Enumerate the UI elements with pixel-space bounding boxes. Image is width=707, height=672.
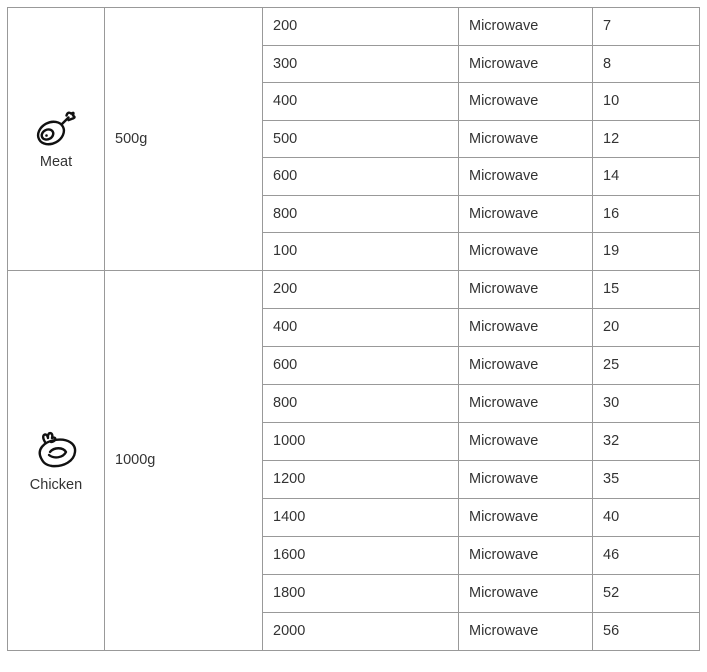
time-cell: 30	[592, 383, 700, 423]
mode-cell: Microwave	[458, 459, 593, 499]
mode-cell: Microwave	[458, 307, 593, 347]
time-cell: 35	[592, 459, 700, 499]
time-cell: 15	[592, 269, 700, 309]
table-row: Chicken 1000g 200 Microwave 15	[7, 269, 700, 651]
time-cell: 8	[592, 44, 700, 83]
time-cell: 46	[592, 535, 700, 575]
mode-cell: Microwave	[458, 421, 593, 461]
time-cell: 40	[592, 497, 700, 537]
power-cell: 800	[262, 194, 459, 233]
power-cell: 300	[262, 44, 459, 83]
table-row: 1800 Microwave 52	[8, 573, 700, 613]
power-cell: 1000	[262, 421, 459, 461]
mode-cell: Microwave	[458, 383, 593, 423]
power-cell: 800	[262, 383, 459, 423]
mode-cell: Microwave	[458, 232, 593, 271]
mode-cell: Microwave	[458, 269, 593, 309]
table-row: 400 Microwave 10	[8, 82, 700, 121]
category-label-meat: Meat	[39, 154, 73, 171]
weight-cell-chicken: 1000g	[104, 269, 263, 651]
mode-cell: Microwave	[458, 345, 593, 385]
table-row: 500 Microwave 12	[8, 119, 700, 158]
cooking-table: Meat 500g 200 Microwave 7 300 Microwave …	[7, 7, 700, 651]
time-cell: 20	[592, 307, 700, 347]
power-cell: 2000	[262, 611, 459, 651]
mode-cell: Microwave	[458, 7, 593, 46]
meat-section: Meat 500g 200 Microwave 7 300 Microwave …	[7, 7, 700, 271]
meat-icon	[36, 111, 76, 146]
table-row: 100 Microwave 19	[8, 232, 700, 271]
power-cell: 1600	[262, 535, 459, 575]
power-cell: 600	[262, 157, 459, 196]
mode-cell: Microwave	[458, 82, 593, 121]
time-cell: 25	[592, 345, 700, 385]
time-cell: 56	[592, 611, 700, 651]
table-row: 2000 Microwave 56	[8, 611, 700, 651]
category-label-chicken: Chicken	[29, 476, 83, 493]
mode-cell: Microwave	[458, 157, 593, 196]
time-cell: 32	[592, 421, 700, 461]
power-cell: 1800	[262, 573, 459, 613]
category-cell-chicken: Chicken	[7, 269, 105, 651]
weight-cell-meat: 500g	[104, 7, 263, 271]
table-row: 800 Microwave 30	[8, 383, 700, 423]
time-cell: 14	[592, 157, 700, 196]
power-cell: 400	[262, 307, 459, 347]
power-cell: 500	[262, 119, 459, 158]
time-cell: 19	[592, 232, 700, 271]
table-row: 1200 Microwave 35	[8, 459, 700, 499]
mode-cell: Microwave	[458, 535, 593, 575]
time-cell: 12	[592, 119, 700, 158]
time-cell: 16	[592, 194, 700, 233]
chicken-icon	[38, 431, 77, 467]
table-row: 300 Microwave 8	[8, 44, 700, 83]
power-cell: 1200	[262, 459, 459, 499]
time-cell: 10	[592, 82, 700, 121]
category-cell-meat: Meat	[7, 7, 105, 271]
mode-cell: Microwave	[458, 573, 593, 613]
table-row: Meat 500g 200 Microwave 7	[7, 7, 700, 271]
chicken-section: Chicken 1000g 200 Microwave 15 400 Micro…	[7, 269, 700, 651]
mode-cell: Microwave	[458, 611, 593, 651]
mode-cell: Microwave	[458, 194, 593, 233]
time-cell: 7	[592, 7, 700, 46]
table-row: 600 Microwave 25	[8, 345, 700, 385]
table-row: 800 Microwave 16	[8, 194, 700, 233]
power-cell: 200	[262, 7, 459, 46]
mode-cell: Microwave	[458, 119, 593, 158]
mode-cell: Microwave	[458, 497, 593, 537]
time-cell: 52	[592, 573, 700, 613]
power-cell: 400	[262, 82, 459, 121]
table-row: 400 Microwave 20	[8, 307, 700, 347]
power-cell: 200	[262, 269, 459, 309]
table-row: 600 Microwave 14	[8, 157, 700, 196]
table-row: 1000 Microwave 32	[8, 421, 700, 461]
power-cell: 100	[262, 232, 459, 271]
mode-cell: Microwave	[458, 44, 593, 83]
power-cell: 1400	[262, 497, 459, 537]
power-cell: 600	[262, 345, 459, 385]
